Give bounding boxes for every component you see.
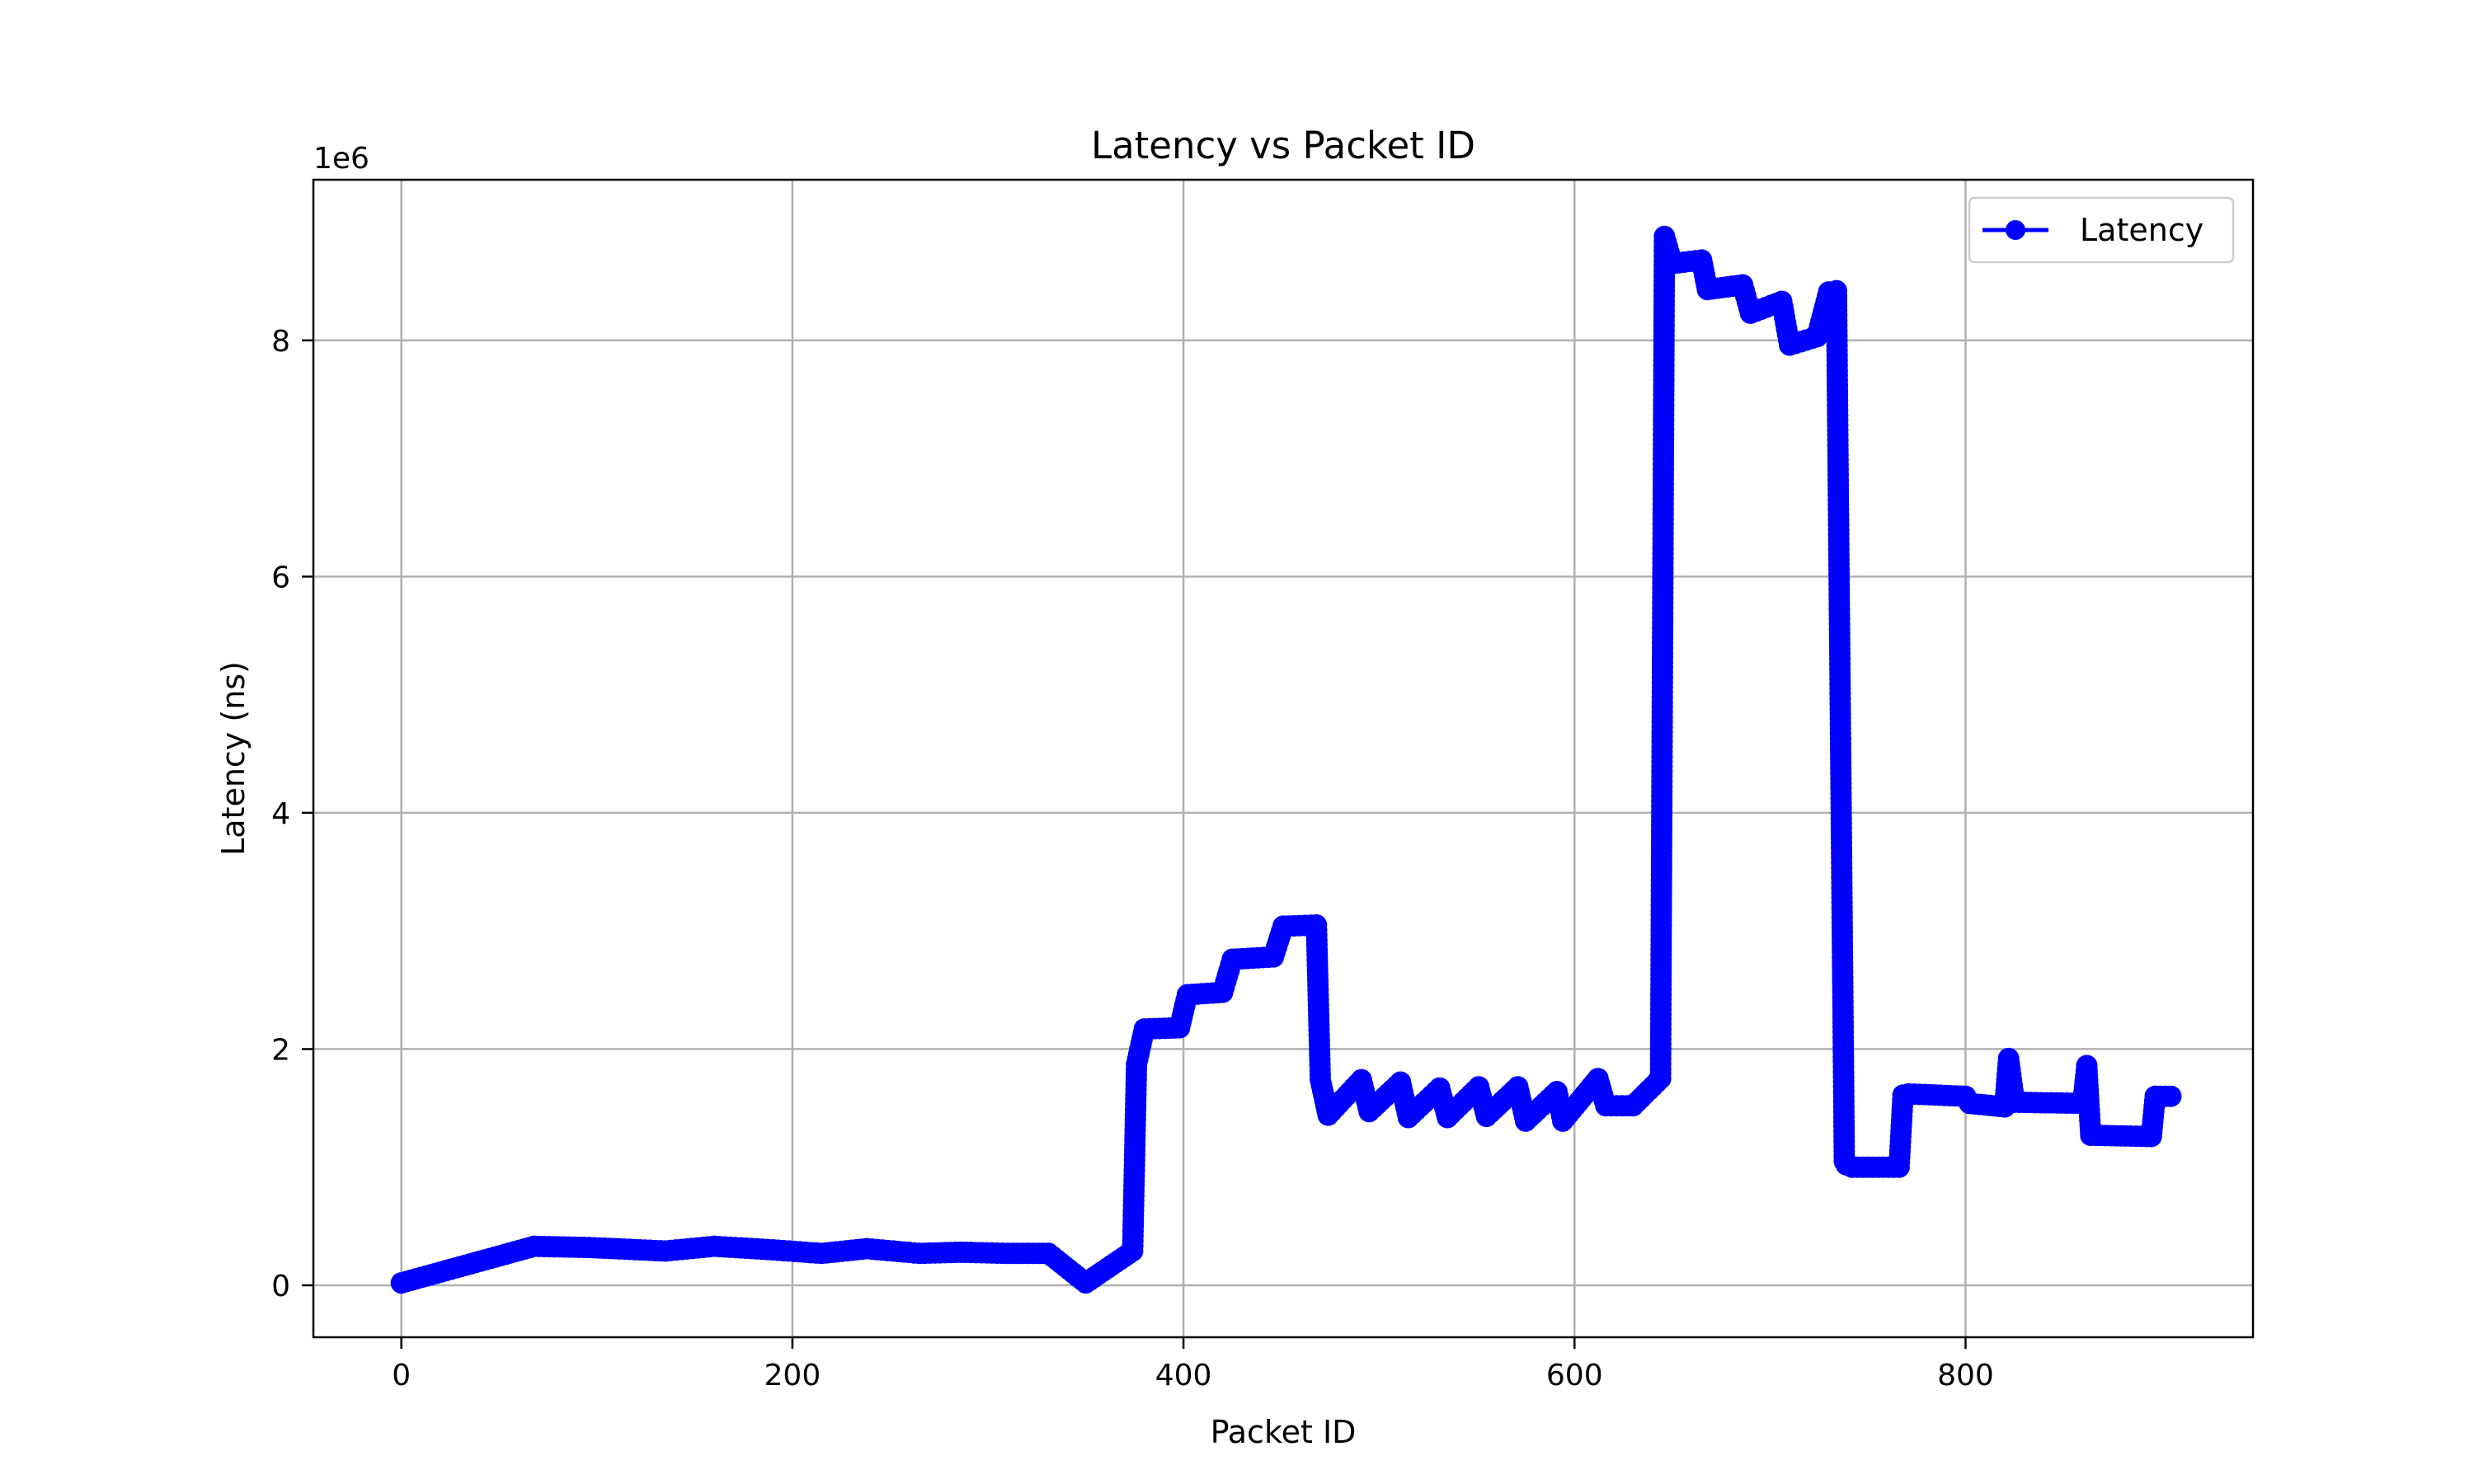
plot-frame [312, 178, 2255, 1339]
tick-layer: 0 200 400 600 800 0 2 4 6 8 [271, 325, 1994, 1392]
x-axis-label: Packet ID [1211, 1414, 1357, 1450]
y-tick-label: 4 [271, 797, 290, 831]
legend: Latency [1968, 196, 2235, 264]
y-tick-label: 0 [271, 1270, 290, 1303]
y-tick-label: 2 [271, 1033, 290, 1067]
chart-title: Latency vs Packet ID [1091, 124, 1475, 167]
y-tick-label: 8 [271, 325, 290, 359]
x-tick-label: 0 [392, 1359, 411, 1392]
x-tick-label: 400 [1155, 1359, 1212, 1392]
grid-layer [313, 180, 2253, 1337]
data-point [2160, 1085, 2182, 1107]
y-tick-label: 6 [271, 561, 290, 594]
legend-marker-sample [2006, 220, 2025, 240]
legend-entry-latency: Latency [2080, 212, 2204, 248]
series-layer [390, 225, 2182, 1294]
x-tick-label: 800 [1937, 1359, 1994, 1392]
x-tick-label: 200 [764, 1359, 821, 1392]
y-axis-label: Latency (ns) [215, 661, 252, 856]
y-offset-label: 1e6 [313, 142, 369, 176]
x-tick-label: 600 [1546, 1359, 1603, 1392]
legend-box [1968, 196, 2235, 264]
